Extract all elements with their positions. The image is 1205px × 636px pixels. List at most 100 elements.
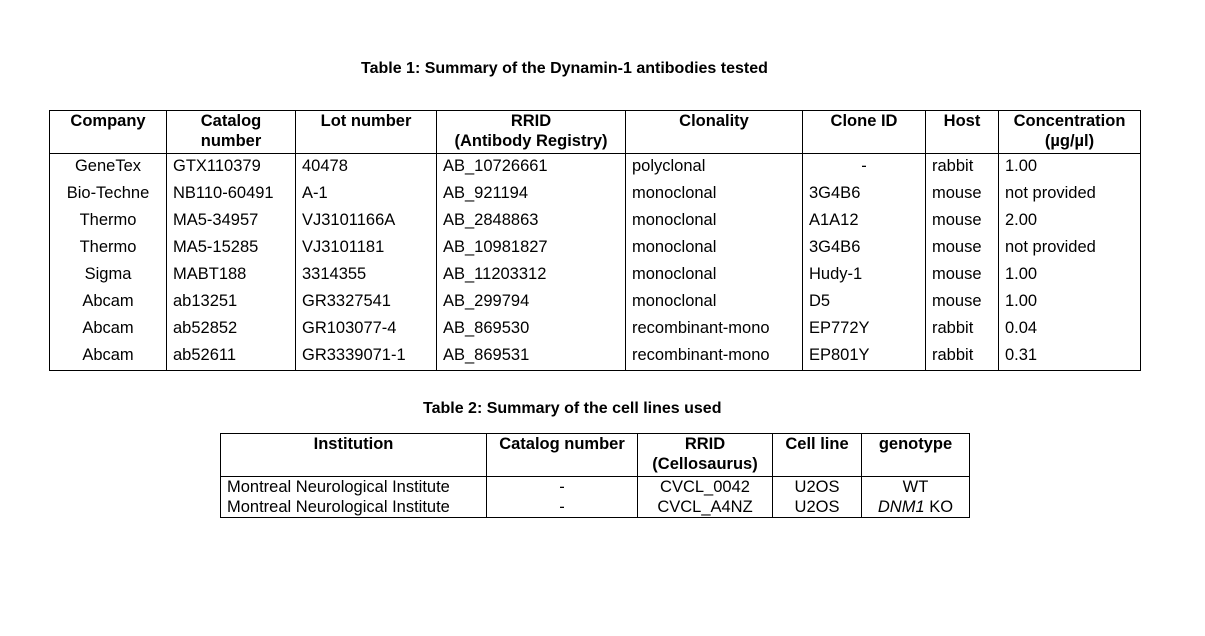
cell-clonality: polyclonal — [625, 153, 803, 181]
cell-clone-id: A1A12 — [802, 208, 926, 235]
cell-concentration: not provided — [998, 181, 1141, 208]
cell-rrid: AB_869531 — [436, 343, 626, 371]
cell-company: Sigma — [49, 262, 167, 289]
cell-clonality: monoclonal — [625, 208, 803, 235]
table-row: Abcam ab13251 GR3327541 AB_299794 monocl… — [49, 289, 1141, 316]
cell-clone-id: - — [802, 153, 926, 181]
cell-rrid: AB_11203312 — [436, 262, 626, 289]
cell-clonality: monoclonal — [625, 235, 803, 262]
cell-company: Bio-Techne — [49, 181, 167, 208]
table-row: GeneTex GTX110379 40478 AB_10726661 poly… — [49, 153, 1141, 181]
cell-clonality: monoclonal — [625, 289, 803, 316]
cell-clonality: recombinant-mono — [625, 343, 803, 371]
cell-rrid: AB_869530 — [436, 316, 626, 343]
cell-clonality: recombinant-mono — [625, 316, 803, 343]
cell-concentration: 1.00 — [998, 289, 1141, 316]
cell-company: Abcam — [49, 316, 167, 343]
table2-caption: Table 2: Summary of the cell lines used — [423, 400, 722, 417]
cell-catalog: MA5-15285 — [166, 235, 296, 262]
cell-clone-id: D5 — [802, 289, 926, 316]
table1-caption: Table 1: Summary of the Dynamin-1 antibo… — [361, 60, 768, 77]
table-row: Thermo MA5-15285 VJ3101181 AB_10981827 m… — [49, 235, 1141, 262]
cell-genotype: WT — [861, 476, 970, 497]
cell-catalog: ab13251 — [166, 289, 296, 316]
cell-catalog: - — [486, 497, 638, 518]
antibodies-table: Company Catalog number Lot number RRID (An… — [49, 110, 1141, 371]
cell-institution: Montreal Neurological Institute — [220, 497, 487, 518]
cell-clone-id: 3G4B6 — [802, 235, 926, 262]
cell-lot: 3314355 — [295, 262, 437, 289]
table-row: Bio-Techne NB110-60491 A-1 AB_921194 mon… — [49, 181, 1141, 208]
cell-company: Thermo — [49, 208, 167, 235]
cell-lot: GR3339071-1 — [295, 343, 437, 371]
cell-clonality: monoclonal — [625, 181, 803, 208]
header-catalog-number: Catalog number — [486, 433, 638, 477]
cell-rrid: AB_10726661 — [436, 153, 626, 181]
header-company: Company — [49, 110, 167, 154]
cell-lot: GR103077-4 — [295, 316, 437, 343]
cell-host: rabbit — [925, 316, 999, 343]
cell-lines-table: Institution Catalog number RRID (Cellosau… — [220, 433, 970, 518]
cell-rrid: CVCL_0042 — [637, 476, 773, 497]
cell-lot: A-1 — [295, 181, 437, 208]
cell-company: Thermo — [49, 235, 167, 262]
cell-clone-id: EP772Y — [802, 316, 926, 343]
cell-concentration: 2.00 — [998, 208, 1141, 235]
table-row: Sigma MABT188 3314355 AB_11203312 monocl… — [49, 262, 1141, 289]
cell-rrid: AB_299794 — [436, 289, 626, 316]
cell-rrid: CVCL_A4NZ — [637, 497, 773, 518]
cell-genotype: DNM1 KO — [861, 497, 970, 518]
cell-lot: GR3327541 — [295, 289, 437, 316]
cell-concentration: not provided — [998, 235, 1141, 262]
header-cell-line: Cell line — [772, 433, 862, 477]
table-row: Thermo MA5-34957 VJ3101166A AB_2848863 m… — [49, 208, 1141, 235]
cell-concentration: 1.00 — [998, 153, 1141, 181]
table-row: Montreal Neurological Institute - CVCL_0… — [220, 476, 970, 497]
header-rrid: RRID (Antibody Registry) — [436, 110, 626, 154]
header-rrid: RRID (Cellosaurus) — [637, 433, 773, 477]
header-concentration: Concentration (µg/µl) — [998, 110, 1141, 154]
cell-host: mouse — [925, 262, 999, 289]
cell-catalog: NB110-60491 — [166, 181, 296, 208]
cell-rrid: AB_2848863 — [436, 208, 626, 235]
cell-lot: 40478 — [295, 153, 437, 181]
header-institution: Institution — [220, 433, 487, 477]
table-header-row: Institution Catalog number RRID (Cellosau… — [220, 433, 970, 477]
cell-rrid: AB_921194 — [436, 181, 626, 208]
cell-lot: VJ3101166A — [295, 208, 437, 235]
cell-catalog: MABT188 — [166, 262, 296, 289]
cell-institution: Montreal Neurological Institute — [220, 476, 487, 497]
header-host: Host — [925, 110, 999, 154]
table-row: Abcam ab52611 GR3339071-1 AB_869531 reco… — [49, 343, 1141, 371]
header-clone-id: Clone ID — [802, 110, 926, 154]
header-lot-number: Lot number — [295, 110, 437, 154]
table-row: Abcam ab52852 GR103077-4 AB_869530 recom… — [49, 316, 1141, 343]
table-row: Montreal Neurological Institute - CVCL_A… — [220, 497, 970, 518]
cell-company: Abcam — [49, 289, 167, 316]
cell-rrid: AB_10981827 — [436, 235, 626, 262]
header-catalog-number: Catalog number — [166, 110, 296, 154]
cell-host: mouse — [925, 235, 999, 262]
genotype-status: KO — [924, 498, 954, 516]
cell-catalog: GTX110379 — [166, 153, 296, 181]
cell-concentration: 0.04 — [998, 316, 1141, 343]
cell-company: GeneTex — [49, 153, 167, 181]
cell-host: rabbit — [925, 153, 999, 181]
header-genotype: genotype — [861, 433, 970, 477]
table-header-row: Company Catalog number Lot number RRID (An… — [49, 110, 1141, 154]
cell-concentration: 0.31 — [998, 343, 1141, 371]
cell-host: mouse — [925, 208, 999, 235]
cell-host: mouse — [925, 289, 999, 316]
cell-host: rabbit — [925, 343, 999, 371]
cell-catalog: - — [486, 476, 638, 497]
cell-catalog: ab52852 — [166, 316, 296, 343]
genotype-gene: DNM1 — [877, 498, 925, 516]
cell-catalog: ab52611 — [166, 343, 296, 371]
cell-lot: VJ3101181 — [295, 235, 437, 262]
cell-clone-id: 3G4B6 — [802, 181, 926, 208]
cell-company: Abcam — [49, 343, 167, 371]
header-clonality: Clonality — [625, 110, 803, 154]
cell-catalog: MA5-34957 — [166, 208, 296, 235]
cell-concentration: 1.00 — [998, 262, 1141, 289]
cell-cell-line: U2OS — [772, 476, 862, 497]
